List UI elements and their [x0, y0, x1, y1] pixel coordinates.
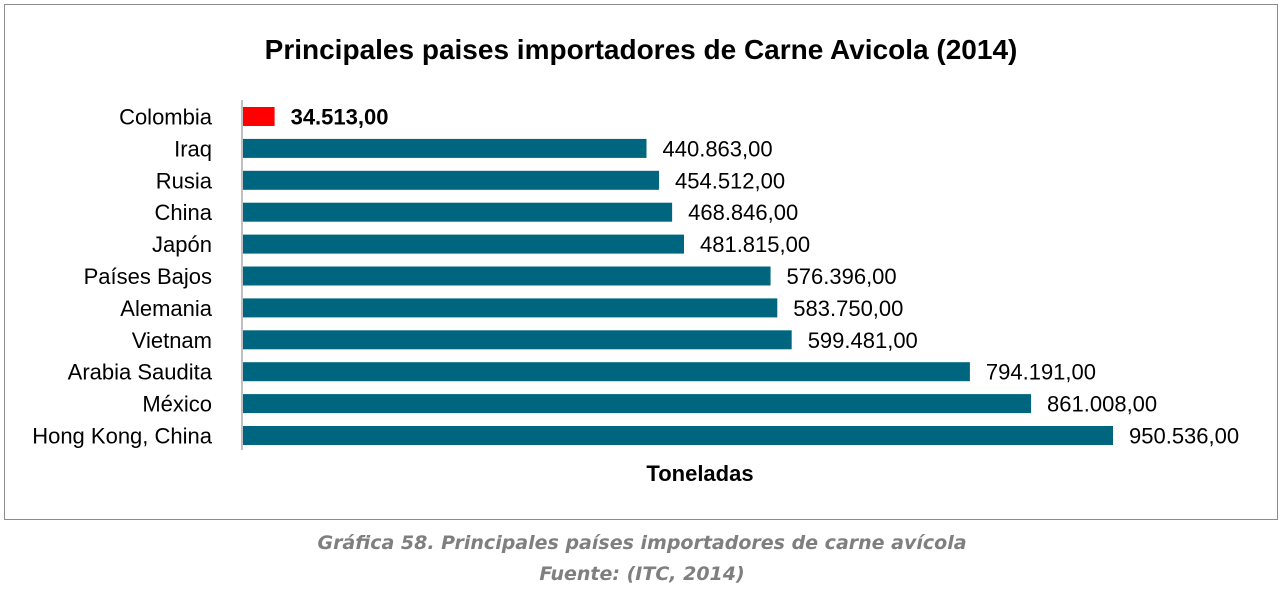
- category-label-alemania: Alemania: [120, 296, 212, 321]
- value-label-rusia: 454.512,00: [675, 168, 785, 193]
- category-label-iraq: Iraq: [174, 136, 212, 161]
- bar-hong-kong-china: [243, 426, 1113, 445]
- value-label-hong-kong-china: 950.536,00: [1129, 424, 1239, 449]
- category-label-vietnam: Vietnam: [132, 328, 212, 353]
- bar-arabia-saudita: [243, 362, 970, 382]
- value-label-colombia: 34.513,00: [291, 105, 389, 130]
- bars-group: Colombia 34.513,00 Iraq 440.863,00 Rusia 454.…: [32, 105, 1239, 449]
- figure-source: Fuente: (ITC, 2014): [539, 563, 745, 585]
- category-label-hong-kong-china: Hong Kong, China: [32, 424, 213, 449]
- bar-paises-bajos: [243, 266, 771, 286]
- bar-vietnam: [243, 330, 792, 350]
- value-label-alemania: 583.750,00: [793, 296, 903, 321]
- bar-japon: [243, 234, 684, 254]
- value-label-paises-bajos: 576.396,00: [787, 264, 897, 289]
- value-label-vietnam: 599.481,00: [808, 328, 918, 353]
- x-axis-label: Toneladas: [646, 461, 753, 486]
- category-label-paises-bajos: Países Bajos: [84, 264, 212, 289]
- value-label-china: 468.846,00: [688, 200, 798, 225]
- bar-alemania: [243, 298, 778, 318]
- category-label-japon: Japón: [152, 232, 212, 257]
- value-label-arabia-saudita: 794.191,00: [986, 360, 1096, 385]
- bar-mexico: [243, 394, 1032, 414]
- category-label-arabia-saudita: Arabia Saudita: [68, 360, 213, 385]
- bar-iraq: [243, 138, 647, 158]
- category-label-mexico: México: [142, 392, 212, 417]
- bar-colombia: [243, 107, 275, 126]
- category-label-china: China: [155, 200, 213, 225]
- category-label-colombia: Colombia: [119, 105, 213, 130]
- bar-china: [243, 202, 673, 222]
- value-label-iraq: 440.863,00: [663, 136, 773, 161]
- category-label-rusia: Rusia: [156, 168, 213, 193]
- bar-rusia: [243, 170, 660, 190]
- figure-caption: Gráfica 58. Principales países importado…: [317, 532, 967, 554]
- chart-title: Principales paises importadores de Carne…: [265, 34, 1018, 65]
- bar-chart: Principales paises importadores de Carne…: [32, 34, 1239, 486]
- value-label-mexico: 861.008,00: [1047, 392, 1157, 417]
- value-label-japon: 481.815,00: [700, 232, 810, 257]
